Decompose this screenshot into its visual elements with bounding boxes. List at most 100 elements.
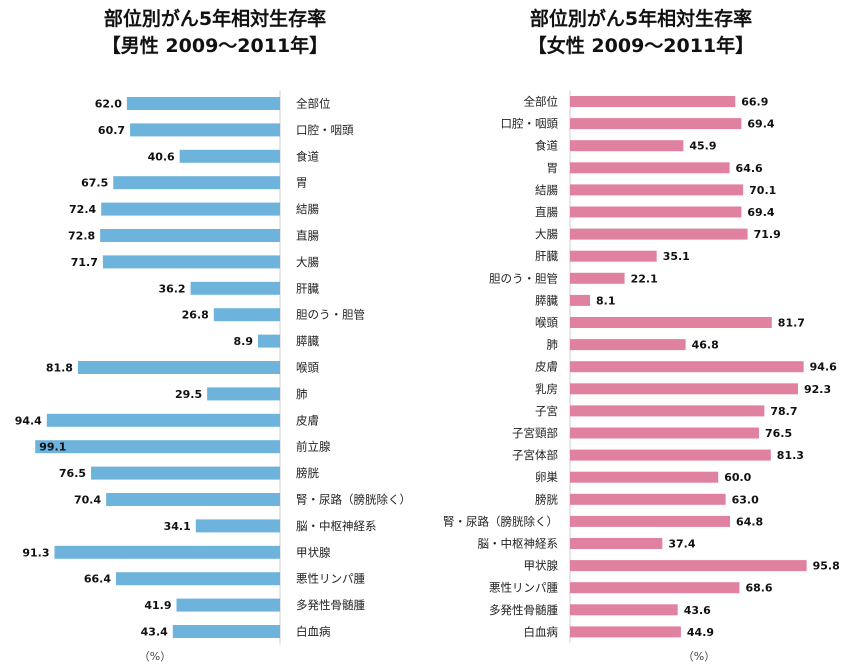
male-bar <box>102 255 280 269</box>
male-category-label: 膀胱 <box>296 466 319 480</box>
male-value-label: 91.3 <box>22 546 49 559</box>
male-category-label: 膵臓 <box>296 334 319 348</box>
female-category-label: 喉頭 <box>535 316 558 330</box>
female-value-label: 35.1 <box>663 250 690 263</box>
male-value-label: 72.8 <box>68 230 95 243</box>
female-value-label: 68.6 <box>745 582 772 595</box>
female-bar <box>570 471 719 483</box>
female-bar <box>570 405 765 417</box>
female-category-label: 結腸 <box>535 183 558 197</box>
female-value-label: 76.5 <box>765 427 792 440</box>
male-value-label: 41.9 <box>144 599 171 612</box>
female-value-label: 69.4 <box>747 206 774 219</box>
male-category-label: 悪性リンパ腫 <box>296 572 365 586</box>
female-bar <box>570 383 798 395</box>
female-chart-unit: （%） <box>683 650 715 663</box>
female-bar <box>570 140 684 152</box>
male-value-label: 94.4 <box>15 414 42 427</box>
female-value-label: 95.8 <box>813 560 840 573</box>
male-bar <box>100 229 281 242</box>
male-category-label: 多発性骨髄腫 <box>296 598 365 612</box>
female-value-label: 60.0 <box>724 471 751 484</box>
female-category-label: 乳房 <box>535 382 558 396</box>
female-category-label: 膀胱 <box>535 492 558 506</box>
male-bar <box>91 466 280 480</box>
female-value-label: 45.9 <box>689 140 716 153</box>
male-bar <box>115 572 280 586</box>
female-category-label: 腎・尿路（膀胱除く） <box>443 514 558 528</box>
female-value-label: 44.9 <box>687 626 714 639</box>
male-value-label: 43.4 <box>141 626 168 639</box>
female-chart-title: 部位別がん5年相対生存率 <box>530 7 752 30</box>
female-value-label: 81.3 <box>777 449 804 462</box>
female-chart-subtitle: 【女性 2009～2011年】 <box>528 34 754 57</box>
male-value-label: 76.5 <box>59 467 86 480</box>
female-bar <box>570 228 748 240</box>
female-bar <box>570 250 657 262</box>
female-bar <box>570 162 730 174</box>
male-chart-title: 部位別がん5年相対生存率 <box>104 7 326 30</box>
female-bar <box>570 493 726 505</box>
female-category-label: 皮膚 <box>535 360 558 374</box>
male-chart-unit: （%） <box>139 650 171 663</box>
female-category-label: 子宮 <box>535 404 558 418</box>
female-value-label: 63.0 <box>732 493 759 506</box>
female-bar <box>570 294 591 306</box>
female-bar <box>570 626 681 638</box>
female-bar <box>570 427 759 439</box>
female-bar <box>570 272 625 284</box>
male-value-label: 62.0 <box>95 98 122 111</box>
male-bar <box>195 519 280 533</box>
female-bar <box>570 184 744 196</box>
female-bar <box>570 604 678 616</box>
female-value-label: 8.1 <box>596 294 616 307</box>
male-category-label: 直腸 <box>296 229 319 243</box>
male-category-label: 全部位 <box>296 97 331 111</box>
female-category-label: 直腸 <box>535 205 558 219</box>
male-bar <box>54 545 280 559</box>
female-category-label: 胃 <box>547 161 559 175</box>
male-bar <box>35 440 281 454</box>
male-category-label: 脳・中枢神経系 <box>296 519 377 533</box>
male-category-label: 肺 <box>296 387 308 401</box>
male-category-label: 胆のう・胆管 <box>296 308 365 322</box>
female-category-label: 多発性骨髄腫 <box>489 603 558 617</box>
male-value-label: 29.5 <box>175 388 202 401</box>
male-bar <box>77 361 280 374</box>
female-category-label: 肺 <box>547 338 559 352</box>
male-chart-subtitle: 【男性 2009～2011年】 <box>102 34 328 57</box>
female-category-label: 食道 <box>535 139 558 153</box>
female-value-label: 81.7 <box>778 317 805 330</box>
male-chart: 部位別がん5年相対生存率 【男性 2009～2011年】 （%） 62.0 全部位… <box>15 7 411 663</box>
female-category-label: 悪性リンパ腫 <box>489 581 558 595</box>
male-value-label: 67.5 <box>81 177 108 190</box>
female-value-label: 22.1 <box>631 272 658 285</box>
female-value-label: 66.9 <box>741 96 768 109</box>
male-bar <box>176 598 280 612</box>
male-bar <box>106 493 280 506</box>
female-category-label: 甲状腺 <box>524 559 559 573</box>
female-bar <box>570 361 804 373</box>
male-value-label: 40.6 <box>148 150 175 163</box>
male-bar <box>130 123 280 137</box>
male-value-label: 99.1 <box>39 441 66 454</box>
female-category-label: 子宮体部 <box>512 448 558 462</box>
male-category-label: 喉頭 <box>296 361 319 375</box>
female-bar <box>570 582 740 594</box>
female-bar <box>570 515 731 527</box>
female-value-label: 92.3 <box>804 383 831 396</box>
male-category-label: 皮膚 <box>296 413 319 427</box>
male-bar <box>190 281 280 295</box>
male-value-label: 60.7 <box>98 124 125 137</box>
male-category-label: 腎・尿路（膀胱除く） <box>296 493 411 507</box>
male-value-label: 72.4 <box>69 203 96 216</box>
female-category-label: 子宮頸部 <box>512 426 558 440</box>
female-chart: 部位別がん5年相対生存率 【女性 2009～2011年】 （%） 66.9 全部位… <box>443 7 840 663</box>
male-value-label: 70.4 <box>74 494 101 507</box>
male-value-label: 26.8 <box>182 309 209 322</box>
male-bar <box>46 413 280 427</box>
male-value-label: 34.1 <box>164 520 191 533</box>
female-category-label: 膵臓 <box>535 293 558 307</box>
male-category-label: 大腸 <box>296 255 319 269</box>
female-value-label: 64.8 <box>736 515 763 528</box>
